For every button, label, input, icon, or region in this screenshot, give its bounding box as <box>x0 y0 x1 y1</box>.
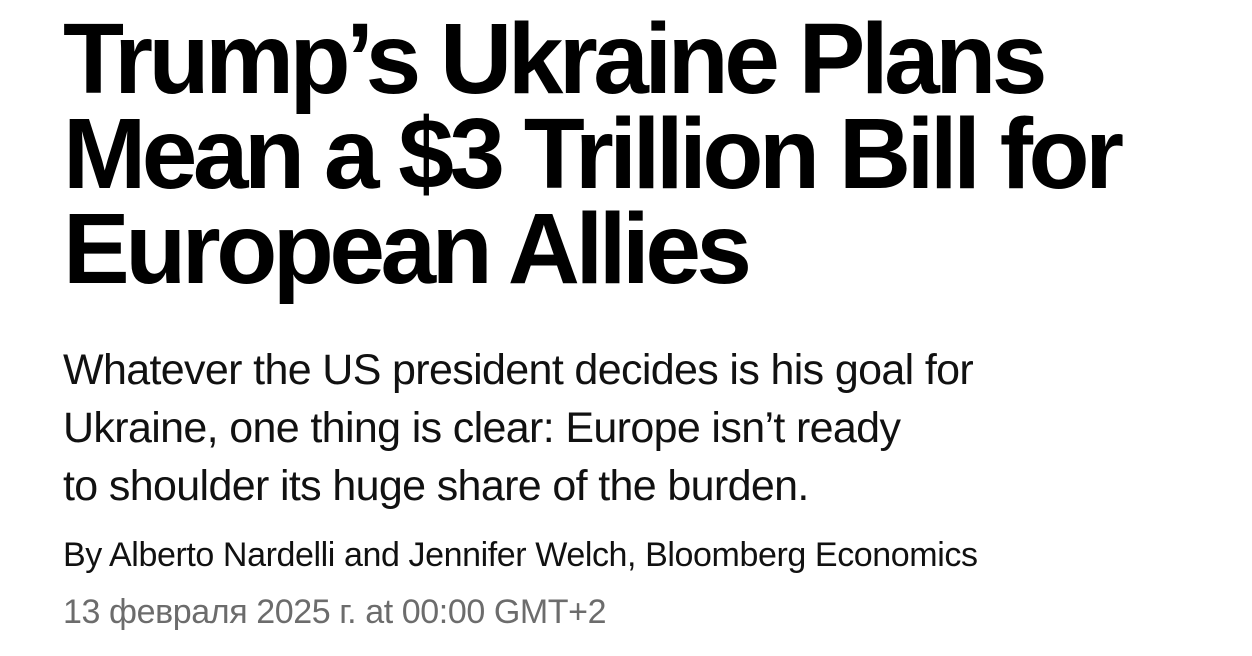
dek: Whatever the US president decides is his… <box>63 341 1194 515</box>
headline-line-1: Trump’s Ukraine Plans <box>63 3 1047 115</box>
headline-line-3: European Allies <box>63 193 752 305</box>
dek-line-2: Ukraine, one thing is clear: Europe isn’… <box>63 404 901 452</box>
byline: By Alberto Nardelli and Jennifer Welch, … <box>63 536 978 574</box>
headline-line-2: Mean a $3 Trillion Bill for <box>63 98 1124 210</box>
dek-line-1: Whatever the US president decides is his… <box>63 346 974 394</box>
dek-line-3: to shoulder its huge share of the burden… <box>63 462 809 510</box>
article-header: Trump’s Ukraine Plans Mean a $3 Trillion… <box>63 3 1194 631</box>
publish-date: 13 февраля 2025 г. at 00:00 GMT+2 <box>63 593 607 631</box>
headline: Trump’s Ukraine Plans Mean a $3 Trillion… <box>63 3 1194 305</box>
